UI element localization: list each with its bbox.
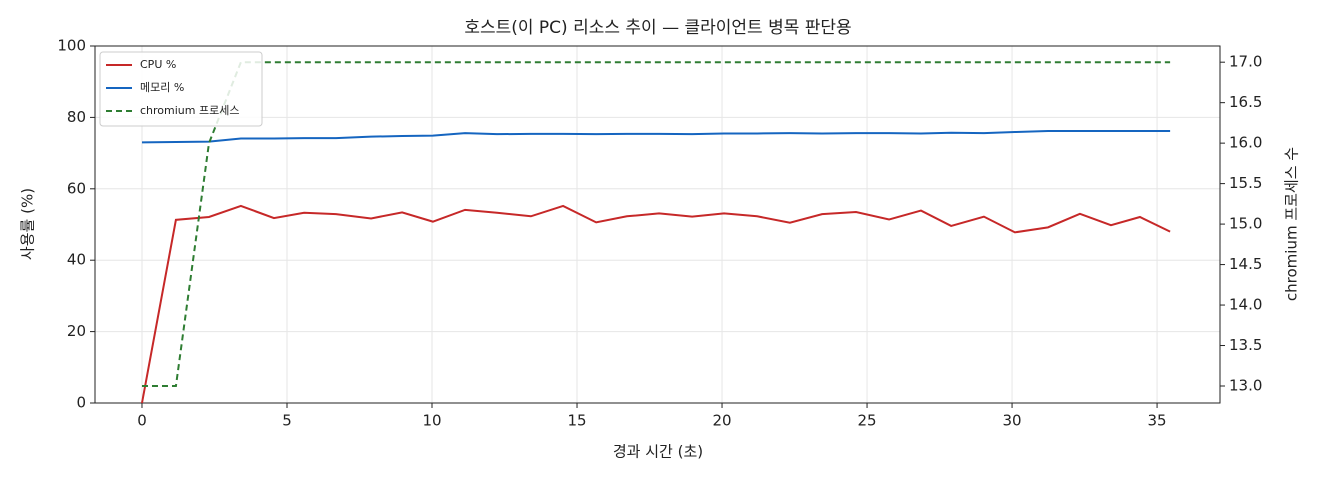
x-tick-label: 0	[137, 412, 147, 430]
x-tick-label: 25	[857, 412, 876, 430]
y2-tick-label: 16.0	[1229, 134, 1262, 152]
y-tick-label: 60	[67, 179, 86, 197]
y2-tick-label: 14.5	[1229, 255, 1262, 273]
plot-frame	[94, 45, 1221, 404]
series-line	[141, 61, 1171, 387]
series-line	[141, 204, 1171, 404]
y-tick-label: 40	[67, 251, 86, 269]
legend-label: 메모리 %	[140, 81, 184, 94]
x-tick-label: 30	[1003, 412, 1022, 430]
legend-label: CPU %	[140, 58, 176, 71]
y2-tick-label: 15.5	[1229, 174, 1262, 192]
chart-title: 호스트(이 PC) 리소스 추이 — 클라이언트 병목 판단용	[464, 18, 851, 38]
x-tick-label: 15	[567, 412, 586, 430]
y-tick-label: 100	[57, 37, 86, 55]
y2-tick-label: 13.5	[1229, 336, 1262, 354]
y-tick-label: 0	[76, 394, 86, 412]
y2-tick-label: 15.0	[1229, 215, 1262, 233]
legend-box	[99, 51, 263, 127]
y2-axis-label: chromium 프로세스 수	[1283, 147, 1301, 301]
legend-label: chromium 프로세스	[140, 104, 239, 117]
x-tick-label: 5	[282, 412, 292, 430]
y-tick-label: 80	[67, 108, 86, 126]
x-axis-label: 경과 시간 (초)	[613, 443, 703, 461]
legend: CPU % 메모리 % chromium 프로세스	[99, 51, 263, 127]
y2-tick-label: 14.0	[1229, 296, 1262, 314]
x-tick-label: 35	[1148, 412, 1167, 430]
series-line	[141, 129, 1171, 144]
x-tick-label: 20	[712, 412, 731, 430]
y-tick-label: 20	[67, 322, 86, 340]
y2-tick-label: 17.0	[1229, 53, 1262, 71]
y2-tick-label: 16.5	[1229, 93, 1262, 111]
y2-tick-label: 13.0	[1229, 377, 1262, 395]
y-axis-label: 사용률 (%)	[19, 188, 37, 260]
x-tick-label: 10	[422, 412, 441, 430]
